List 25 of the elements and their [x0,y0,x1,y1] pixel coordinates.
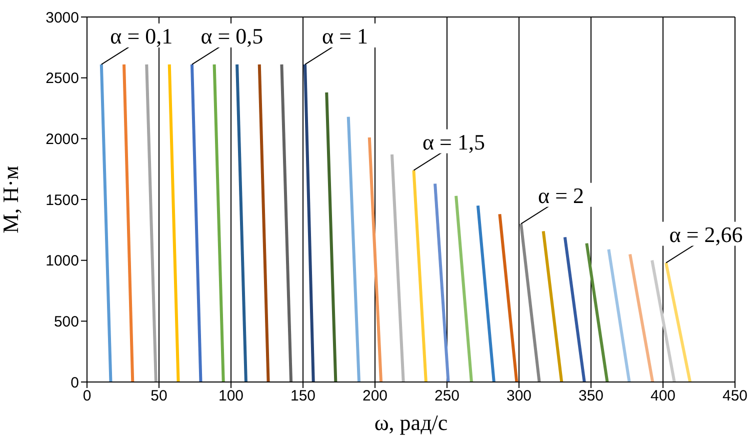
y-tick-label: 1000 [46,252,79,270]
x-tick-label: 50 [150,388,168,405]
x-tick-label: 200 [362,388,388,405]
x-tick-label: 450 [722,388,748,405]
annotation: α = 0,1 [110,23,173,48]
x-tick-label: 350 [578,388,604,405]
x-tick-label: 300 [506,388,532,405]
annotation: α = 0,5 [200,23,264,48]
annotation: α = 1,5 [422,129,485,154]
x-tick-label: 150 [290,388,316,405]
x-tick-label: 400 [650,388,676,405]
x-axis-title: ω, рад/с [374,410,448,435]
y-tick-label: 500 [54,313,79,330]
y-tick-label: 1500 [46,192,79,209]
annotation: α = 2,66 [669,222,743,247]
x-tick-label: 0 [82,388,92,405]
annotation: α = 1 [322,23,368,48]
y-tick-label: 2500 [46,70,79,88]
y-tick-label: 0 [70,374,79,392]
x-tick-label: 250 [434,388,460,405]
y-tick-label: 3000 [46,9,79,26]
x-tick-label: 100 [218,388,244,405]
y-tick-label: 2000 [46,130,79,148]
annotation: α = 2 [538,182,584,208]
y-axis-title: M, Н·м [0,166,23,234]
